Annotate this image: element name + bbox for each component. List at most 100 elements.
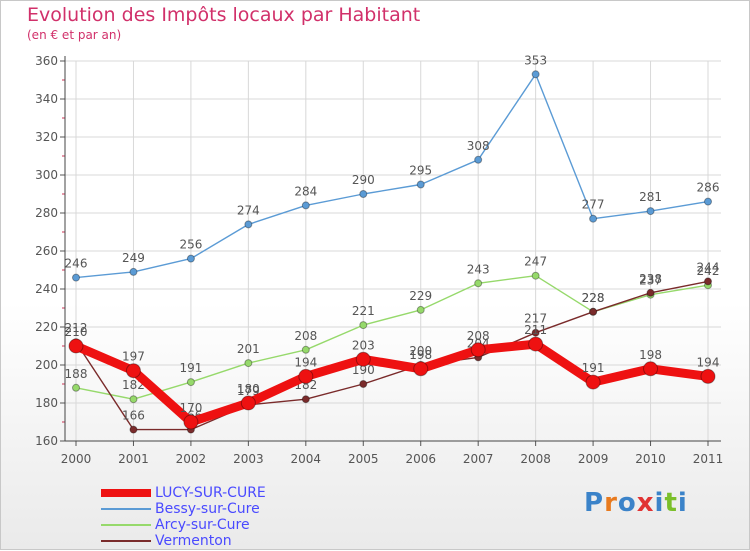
data-point-lucy-sur-cure (528, 336, 544, 352)
x-tick-label: 2001 (118, 452, 149, 466)
data-label-bessy-sur-cure: 256 (179, 238, 202, 252)
chart-legend: LUCY-SUR-CURE Bessy-sur-Cure Arcy-sur-Cure… (101, 485, 361, 549)
data-point-bessy-sur-cure (244, 220, 253, 229)
data-label-arcy-sur-cure: 229 (409, 289, 432, 303)
data-label-bessy-sur-cure: 274 (237, 203, 260, 217)
data-point-lucy-sur-cure (183, 414, 199, 430)
legend-label: Arcy-sur-Cure (155, 517, 250, 533)
data-point-vermenton (301, 395, 310, 404)
chart-subtitle: (en € et par an) (27, 28, 122, 42)
data-label-arcy-sur-cure: 188 (65, 367, 88, 381)
data-point-arcy-sur-cure (474, 279, 483, 288)
data-label-bessy-sur-cure: 281 (639, 190, 662, 204)
data-label-lucy-sur-cure: 198 (639, 348, 662, 362)
data-point-vermenton (359, 380, 368, 388)
data-point-lucy-sur-cure (68, 338, 84, 354)
data-point-lucy-sur-cure (413, 361, 429, 377)
logo-letter: P (584, 488, 605, 518)
data-label-arcy-sur-cure: 242 (697, 264, 720, 278)
y-tick-label: 240 (35, 282, 58, 296)
y-tick-label: 340 (35, 92, 58, 106)
data-point-bessy-sur-cure (416, 180, 425, 189)
data-point-bessy-sur-cure (359, 190, 368, 198)
data-point-bessy-sur-cure (646, 207, 655, 216)
y-tick-label: 360 (35, 54, 58, 68)
x-tick-label: 2007 (463, 452, 494, 466)
series-line-bessy-sur-cure (75, 73, 709, 279)
x-tick-label: 2006 (405, 452, 436, 466)
data-label-lucy-sur-cure: 170 (179, 401, 202, 415)
y-tick-label: 180 (35, 396, 58, 410)
x-tick-label: 2010 (635, 452, 666, 466)
data-label-lucy-sur-cure: 180 (237, 382, 260, 396)
data-point-arcy-sur-cure (359, 321, 368, 330)
legend-label: Vermenton (155, 533, 232, 549)
data-label-vermenton: 217 (524, 312, 547, 326)
data-label-arcy-sur-cure: 243 (467, 262, 490, 276)
logo-letter: i (654, 488, 665, 518)
data-label-arcy-sur-cure: 191 (179, 361, 202, 375)
y-tick-label: 220 (35, 320, 58, 334)
data-point-arcy-sur-cure (72, 383, 80, 392)
legend-item-lucy-sur-cure: LUCY-SUR-CURE (101, 485, 361, 501)
data-label-vermenton: 190 (352, 363, 375, 377)
data-label-vermenton: 200 (409, 344, 432, 358)
data-label-arcy-sur-cure: 247 (524, 255, 547, 269)
data-label-vermenton: 244 (697, 260, 720, 274)
data-point-lucy-sur-cure (700, 368, 716, 384)
legend-label: LUCY-SUR-CURE (155, 485, 266, 501)
data-label-vermenton: 238 (639, 272, 662, 286)
data-point-vermenton (704, 277, 712, 286)
x-tick-label: 2002 (176, 452, 207, 466)
data-point-lucy-sur-cure (355, 351, 371, 367)
data-label-lucy-sur-cure: 191 (582, 361, 605, 375)
data-label-arcy-sur-cure: 237 (639, 274, 662, 288)
data-label-arcy-sur-cure: 228 (582, 291, 605, 305)
chart-title: Evolution des Impôts locaux par Habitant (27, 4, 421, 26)
legend-swatch (101, 540, 151, 542)
logo-letter: x (636, 488, 655, 518)
data-label-bessy-sur-cure: 353 (524, 53, 547, 67)
data-point-lucy-sur-cure (125, 363, 141, 379)
data-point-arcy-sur-cure (301, 345, 310, 354)
data-label-vermenton: 212 (65, 321, 88, 335)
data-label-bessy-sur-cure: 246 (65, 257, 88, 271)
data-label-lucy-sur-cure: 194 (294, 355, 317, 369)
data-label-bessy-sur-cure: 295 (409, 164, 432, 178)
legend-swatch (101, 524, 151, 526)
data-label-vermenton: 179 (237, 384, 260, 398)
data-point-lucy-sur-cure (470, 342, 486, 358)
data-label-lucy-sur-cure: 211 (524, 323, 547, 337)
y-tick-label: 200 (35, 358, 58, 372)
data-point-bessy-sur-cure (72, 273, 80, 282)
legend-swatch (101, 489, 151, 497)
y-tick-label: 320 (35, 130, 58, 144)
data-point-arcy-sur-cure (531, 271, 540, 280)
data-point-bessy-sur-cure (531, 70, 540, 79)
data-label-bessy-sur-cure: 284 (294, 184, 317, 198)
data-label-arcy-sur-cure: 221 (352, 304, 375, 318)
data-label-vermenton: 166 (122, 409, 145, 423)
data-label-bessy-sur-cure: 286 (697, 181, 720, 195)
x-tick-label: 2004 (291, 452, 322, 466)
data-point-vermenton (589, 307, 598, 316)
data-label-lucy-sur-cure: 194 (697, 355, 720, 369)
data-point-arcy-sur-cure (416, 305, 425, 314)
data-label-lucy-sur-cure: 208 (467, 329, 490, 343)
data-point-bessy-sur-cure (186, 254, 195, 263)
data-point-vermenton (646, 288, 655, 297)
y-tick-label: 160 (35, 434, 58, 448)
data-point-bessy-sur-cure (129, 267, 138, 276)
data-label-lucy-sur-cure: 210 (65, 325, 88, 339)
data-point-lucy-sur-cure (240, 395, 256, 411)
data-point-lucy-sur-cure (298, 368, 314, 384)
y-tick-label: 280 (35, 206, 58, 220)
data-label-bessy-sur-cure: 290 (352, 173, 375, 187)
data-point-bessy-sur-cure (474, 155, 483, 164)
x-tick-label: 2000 (61, 452, 92, 466)
data-label-arcy-sur-cure: 201 (237, 342, 260, 356)
legend-item-arcy-sur-cure: Arcy-sur-Cure (101, 517, 361, 533)
data-label-vermenton: 228 (582, 291, 605, 305)
